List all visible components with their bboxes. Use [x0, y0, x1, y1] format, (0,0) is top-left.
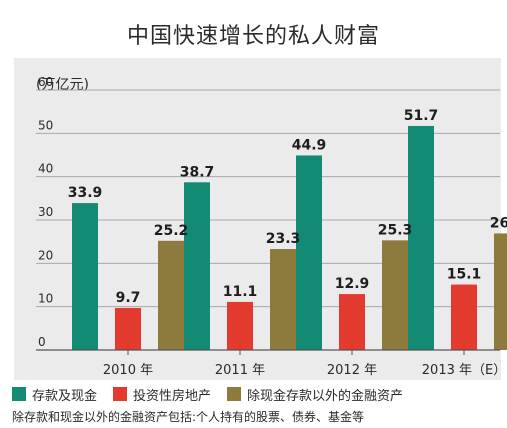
chart-title: 中国快速增长的私人财富 [126, 24, 380, 49]
data-label: 26.9 [490, 215, 507, 231]
legend-swatch [113, 387, 128, 401]
legend-swatch [227, 387, 242, 401]
legend-label: 存款及现金 [32, 388, 98, 404]
data-label: 12.9 [335, 276, 370, 292]
y-tick-label: 60 [38, 75, 53, 89]
bar [227, 301, 253, 350]
data-labels: 33.9 9.7 25.2 38.7 11.1 23.3 44.9 12.9 25.3 51.7 1… [68, 108, 507, 306]
legend-item-financial-assets: 除现金存款以外的金融资产 [227, 385, 403, 404]
bar [408, 125, 434, 350]
bar [451, 284, 477, 350]
x-tick-label: 2012 年 [327, 363, 377, 378]
footnote: 除存款和现金以外的金融资产包括:个人持有的股票、债券、基金等 [12, 410, 365, 424]
axes: 0 10 20 30 40 50 60 2010 年 2011 年 2012 年 2013 年（E） [36, 75, 506, 378]
bar [115, 307, 141, 350]
legend: 存款及现金 投资性房地产 除现金存款以外的金融资产 [12, 384, 419, 404]
y-tick-label: 10 [38, 292, 53, 306]
legend-label: 除现金存款以外的金融资产 [247, 388, 404, 404]
legend-label: 投资性房地产 [133, 388, 212, 404]
data-label: 38.7 [180, 164, 215, 180]
y-axis-label: (万亿元) [36, 77, 89, 93]
bar [158, 240, 184, 350]
y-tick-label: 30 [38, 205, 53, 219]
legend-swatch [12, 387, 26, 401]
data-label: 33.9 [68, 185, 103, 201]
bar [184, 182, 210, 350]
legend-item-deposits: 存款及现金 [12, 385, 97, 404]
data-label: 9.7 [116, 290, 141, 306]
bar [339, 294, 365, 350]
bar [296, 155, 322, 350]
data-label: 15.1 [447, 267, 482, 283]
bars [72, 125, 507, 350]
x-tick-label: 2010 年 [103, 363, 153, 378]
data-label: 25.2 [154, 223, 189, 239]
data-label: 23.3 [266, 231, 301, 247]
y-tick-label: 20 [38, 248, 53, 262]
data-label: 44.9 [292, 137, 327, 153]
y-tick-label: 50 [38, 118, 53, 132]
bar [494, 233, 507, 350]
bar [382, 240, 408, 350]
bar [72, 203, 98, 350]
y-tick-label: 40 [38, 162, 53, 176]
x-tick-label: 2013 年（E） [422, 363, 506, 378]
y-tick-label: 0 [38, 335, 46, 349]
x-tick-label: 2011 年 [215, 363, 265, 378]
data-label: 51.7 [404, 108, 439, 124]
data-label: 25.3 [378, 222, 413, 238]
data-label: 11.1 [223, 284, 258, 300]
legend-item-real-estate: 投资性房地产 [113, 385, 211, 404]
bar [270, 249, 296, 350]
